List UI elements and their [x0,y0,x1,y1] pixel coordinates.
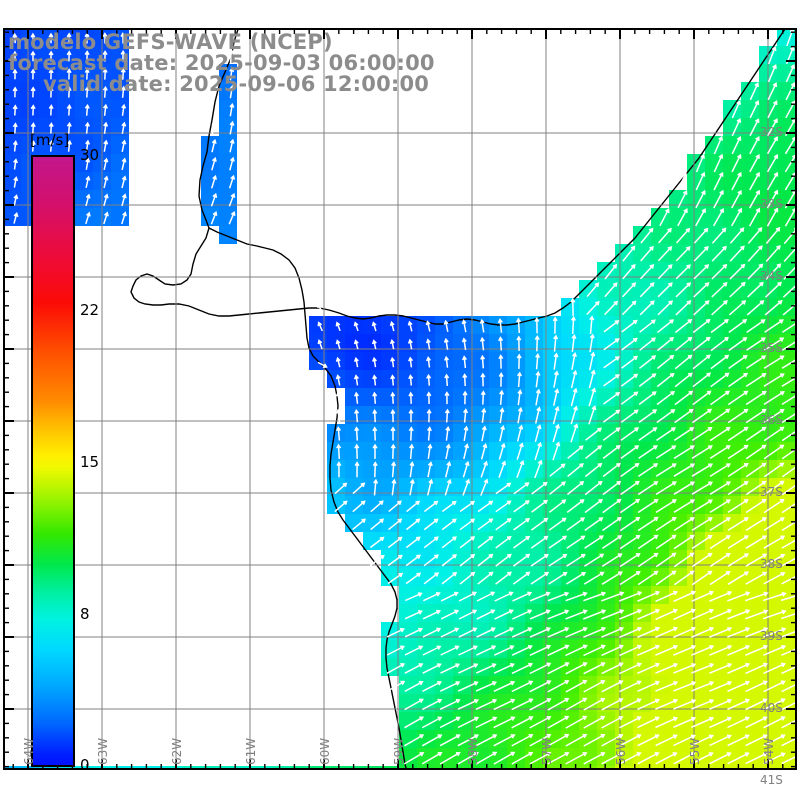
lat-label-41S: 41S [760,773,783,787]
lon-label-62W: 62W [170,737,184,765]
lon-label-55W: 55W [688,737,702,765]
map-plot-area [3,28,797,770]
lon-label-57W: 57W [540,737,554,765]
lon-label-54W: 54W [762,737,776,765]
page-title: modelo GEFS-WAVE (NCEP) [8,30,333,54]
forecast-date-label: forecast date: 2025-09-03 06:00:00 [8,51,435,75]
colorbar-tick-15: 15 [80,453,100,471]
colorbar-unit-label: [m/s] [30,131,70,149]
lon-label-63W: 63W [96,737,110,765]
coastline-overlay [130,28,787,770]
lat-label-39S: 39S [760,629,783,643]
colorbar-gradient [31,155,75,767]
lon-label-59W: 59W [392,737,406,765]
lon-label-56W: 56W [614,737,628,765]
valid-date-label: valid date: 2025-09-06 12:00:00 [43,72,430,96]
lat-label-34S: 34S [760,269,783,283]
colorbar-tick-0: 0 [80,756,90,774]
lat-label-35S: 35S [760,341,783,355]
colorbar-tick-22: 22 [80,301,100,319]
lon-label-58W: 58W [466,737,480,765]
lat-label-40S: 40S [760,701,783,715]
lon-label-61W: 61W [244,737,258,765]
lat-label-37S: 37S [760,485,783,499]
lat-label-38S: 38S [760,557,783,571]
lon-label-64W: 64W [22,737,36,765]
colorbar [31,155,75,767]
lat-label-32S: 32S [760,125,783,139]
colorbar-tick-30: 30 [80,146,100,164]
lat-label-33S: 33S [760,197,783,211]
lat-label-36S: 36S [760,413,783,427]
lon-label-60W: 60W [318,737,332,765]
colorbar-tick-8: 8 [80,605,90,623]
wind-direction-arrows [12,28,797,765]
